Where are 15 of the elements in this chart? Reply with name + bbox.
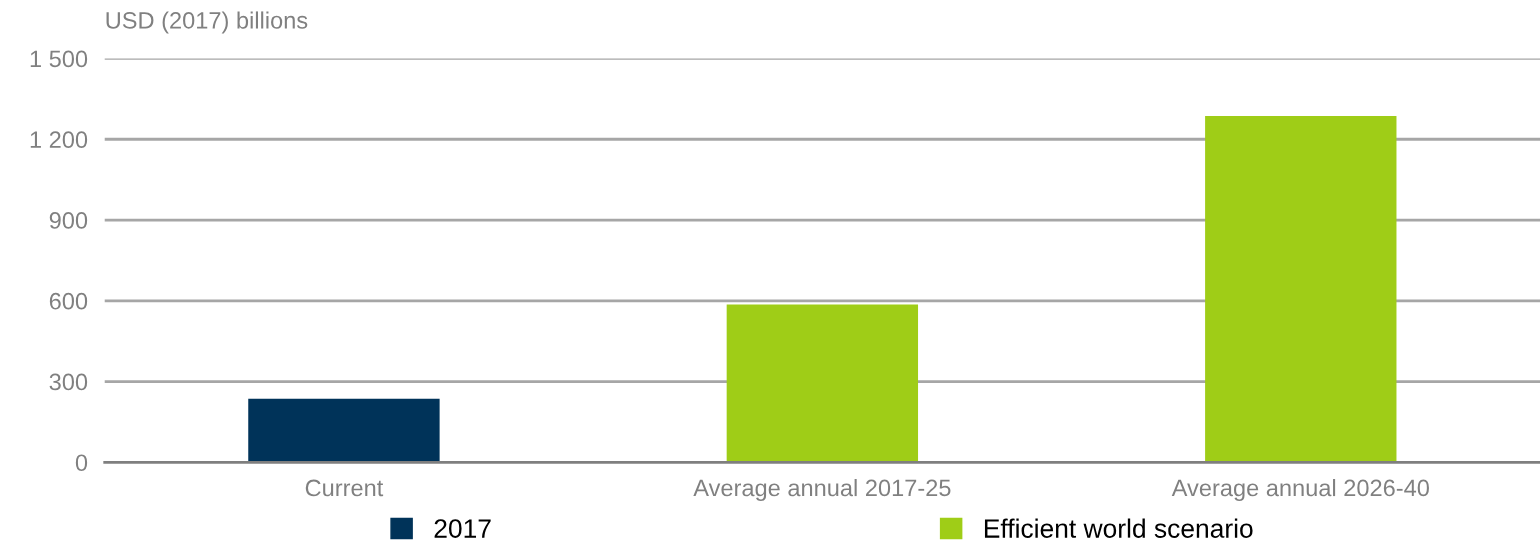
y-tick-label: 1 200 xyxy=(30,131,88,149)
bar xyxy=(726,304,919,463)
y-tick-label: 900 xyxy=(49,212,88,229)
y-tick-label: 600 xyxy=(49,292,88,310)
y-tick-label: 1 500 xyxy=(30,50,88,68)
legend-label: Efficient world scenario xyxy=(984,518,1253,538)
bar xyxy=(1205,116,1397,463)
y-axis-title: USD (2017) billions xyxy=(106,11,308,34)
legend-label: 2017 xyxy=(434,519,491,538)
x-tick-label: Current xyxy=(305,479,384,497)
bar xyxy=(248,398,440,463)
y-tick-label: 300 xyxy=(49,373,88,391)
x-tick-label: Average annual 2017-25 xyxy=(693,478,951,501)
y-tick-label: 0 xyxy=(75,454,88,472)
x-tick-label: Average annual 2026-40 xyxy=(1171,478,1429,501)
